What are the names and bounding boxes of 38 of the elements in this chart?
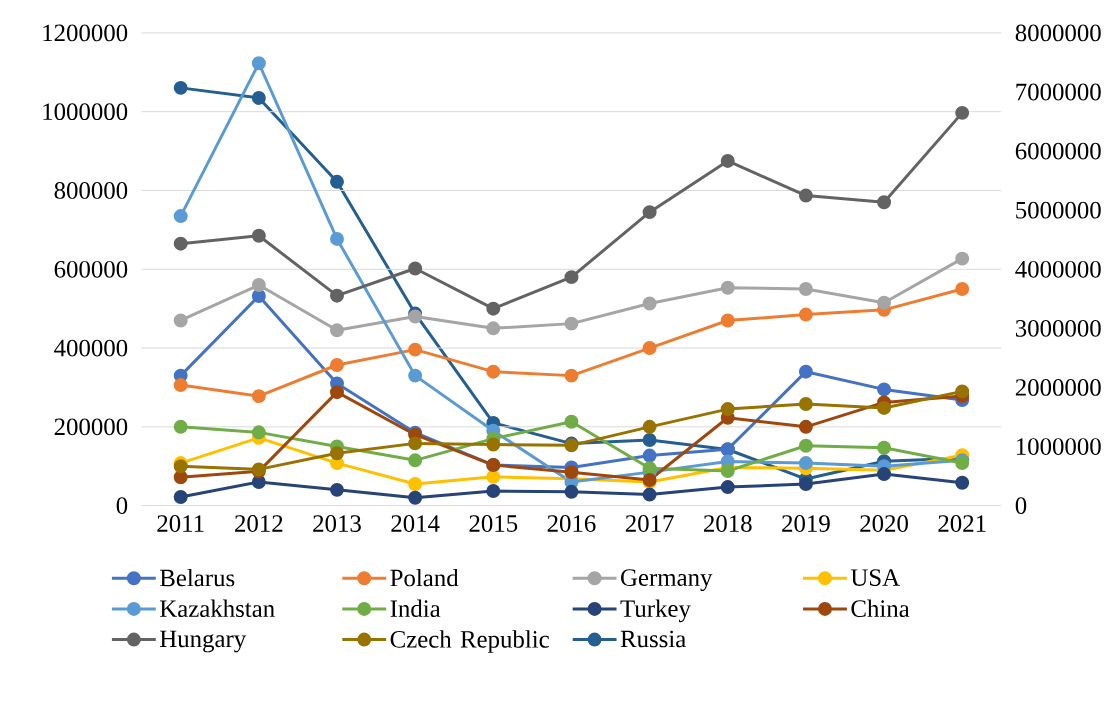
x-tick-label: 2011 <box>157 515 204 532</box>
legend-label: Turkey <box>620 599 691 623</box>
x-tick-label: 2019 <box>782 515 830 532</box>
y2-tick-label: 8000000 <box>1015 24 1101 42</box>
legend-label: China <box>851 599 910 618</box>
y-tick-label: 1000000 <box>43 103 128 121</box>
y2-tick-label: 0 <box>1015 497 1027 514</box>
x-tick-label: 2021 <box>938 515 986 532</box>
y2-tick-label: 7000000 <box>1016 83 1101 101</box>
x-tick-label: 2015 <box>469 515 518 532</box>
x-tick-label: 2014 <box>391 515 440 532</box>
y-tick-label: 0 <box>116 497 128 514</box>
y-tick-label: 800000 <box>54 182 128 199</box>
legend-label: USA <box>850 569 900 586</box>
legend-label: Russia <box>620 630 686 648</box>
legend-label: Hungary <box>160 630 247 653</box>
y2-tick-label: 5000000 <box>1016 201 1101 219</box>
y2-tick-label: 2000000 <box>1015 379 1101 396</box>
y-tick-label: 400000 <box>54 339 128 357</box>
y2-tick-label: 1000000 <box>1016 438 1101 455</box>
x-tick-label: 2016 <box>547 515 596 532</box>
legend-label: Kazakhstan <box>160 599 275 618</box>
x-tick-label: 2013 <box>313 515 361 532</box>
y2-tick-label: 4000000 <box>1015 260 1101 278</box>
y2-tick-label: 6000000 <box>1015 142 1101 160</box>
x-tick-label: 2018 <box>704 515 752 532</box>
legend-label: India <box>390 599 441 618</box>
legend-label: Czech Republic <box>390 630 549 653</box>
y-tick-label: 600000 <box>54 260 128 278</box>
x-tick-label: 2017 <box>625 515 674 532</box>
x-tick-label: 2012 <box>235 515 283 532</box>
y2-tick-label: 3000000 <box>1015 319 1101 337</box>
legend-label: Germany <box>621 569 713 592</box>
y-tick-label: 1200000 <box>43 24 128 42</box>
legend-label: Belarus <box>160 568 235 587</box>
y-tick-label: 200000 <box>54 418 128 436</box>
x-tick-label: 2020 <box>860 515 908 532</box>
legend-label: Poland <box>390 568 459 587</box>
